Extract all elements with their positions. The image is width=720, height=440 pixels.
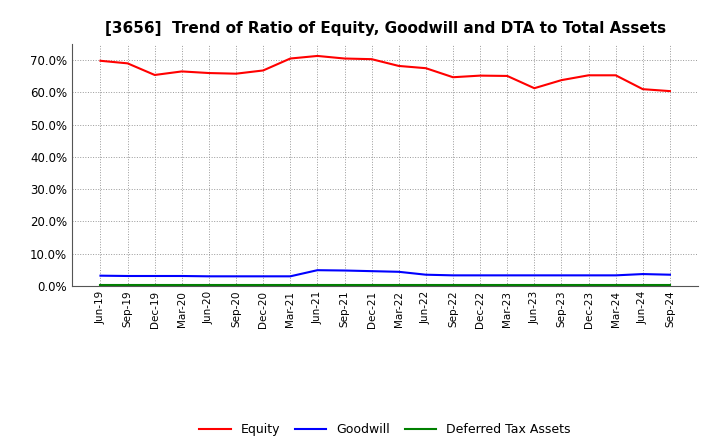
Deferred Tax Assets [232, 282, 240, 287]
Equity [557, 77, 566, 83]
Deferred Tax Assets [367, 282, 376, 287]
Goodwill [611, 273, 620, 278]
Deferred Tax Assets [259, 282, 268, 287]
Deferred Tax Assets [96, 282, 105, 287]
Legend: Equity, Goodwill, Deferred Tax Assets: Equity, Goodwill, Deferred Tax Assets [194, 418, 576, 440]
Goodwill [204, 274, 213, 279]
Line: Equity: Equity [101, 56, 670, 91]
Goodwill [665, 272, 674, 277]
Equity [476, 73, 485, 78]
Equity [367, 56, 376, 62]
Goodwill [395, 269, 403, 275]
Equity [530, 85, 539, 91]
Equity [611, 73, 620, 78]
Deferred Tax Assets [530, 282, 539, 287]
Deferred Tax Assets [150, 282, 159, 287]
Deferred Tax Assets [286, 282, 294, 287]
Goodwill [530, 273, 539, 278]
Deferred Tax Assets [395, 282, 403, 287]
Equity [286, 56, 294, 61]
Equity [313, 53, 322, 59]
Deferred Tax Assets [503, 282, 511, 287]
Title: [3656]  Trend of Ratio of Equity, Goodwill and DTA to Total Assets: [3656] Trend of Ratio of Equity, Goodwil… [104, 21, 666, 36]
Deferred Tax Assets [341, 282, 349, 287]
Goodwill [123, 273, 132, 279]
Equity [421, 66, 430, 71]
Goodwill [286, 274, 294, 279]
Goodwill [313, 268, 322, 273]
Equity [449, 75, 457, 80]
Goodwill [584, 273, 593, 278]
Equity [178, 69, 186, 74]
Goodwill [341, 268, 349, 273]
Deferred Tax Assets [476, 282, 485, 287]
Goodwill [476, 273, 485, 278]
Goodwill [557, 273, 566, 278]
Equity [395, 63, 403, 69]
Goodwill [178, 273, 186, 279]
Deferred Tax Assets [611, 282, 620, 287]
Equity [259, 68, 268, 73]
Goodwill [449, 273, 457, 278]
Equity [204, 70, 213, 76]
Deferred Tax Assets [557, 282, 566, 287]
Equity [584, 73, 593, 78]
Equity [150, 72, 159, 77]
Goodwill [150, 273, 159, 279]
Equity [341, 56, 349, 61]
Deferred Tax Assets [421, 282, 430, 287]
Deferred Tax Assets [313, 282, 322, 287]
Goodwill [639, 271, 647, 277]
Equity [639, 87, 647, 92]
Deferred Tax Assets [449, 282, 457, 287]
Equity [665, 88, 674, 94]
Deferred Tax Assets [665, 282, 674, 287]
Equity [123, 61, 132, 66]
Equity [232, 71, 240, 76]
Goodwill [421, 272, 430, 277]
Goodwill [503, 273, 511, 278]
Line: Goodwill: Goodwill [101, 270, 670, 276]
Deferred Tax Assets [123, 282, 132, 287]
Deferred Tax Assets [204, 282, 213, 287]
Deferred Tax Assets [639, 282, 647, 287]
Deferred Tax Assets [584, 282, 593, 287]
Equity [503, 73, 511, 79]
Goodwill [96, 273, 105, 279]
Goodwill [259, 274, 268, 279]
Goodwill [367, 268, 376, 274]
Equity [96, 58, 105, 63]
Deferred Tax Assets [178, 282, 186, 287]
Goodwill [232, 274, 240, 279]
